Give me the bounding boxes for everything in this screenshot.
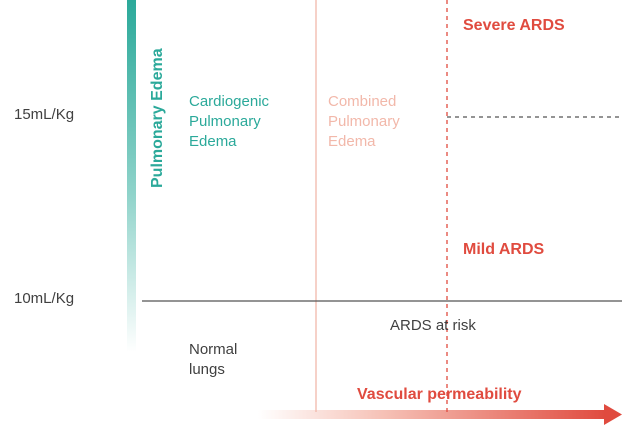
mild-ards-label: Mild ARDS xyxy=(463,241,545,258)
vascular-permeability-axis-label: Vascular permeability xyxy=(357,386,522,403)
combined-pulmonary-edema-label: Combined Pulmonary Edema xyxy=(328,93,400,150)
tick-10ml-kg: 10mL/Kg xyxy=(14,290,75,307)
cardiogenic-pulmonary-edema-label: Cardiogenic Pulmonary Edema xyxy=(189,93,270,150)
tick-15ml-kg: 15mL/Kg xyxy=(14,106,75,123)
ards-at-risk-label: ARDS at risk xyxy=(390,317,476,334)
pulmonary-edema-axis-label: Pulmonary Edema xyxy=(149,48,166,188)
vascular-permeability-gradient-bar xyxy=(258,410,606,419)
severe-ards-label: Severe ARDS xyxy=(463,17,565,34)
pulmonary-edema-gradient-bar xyxy=(127,0,136,352)
vascular-permeability-arrowhead xyxy=(604,404,622,425)
normal-lungs-label: Normal lungs xyxy=(189,341,238,378)
